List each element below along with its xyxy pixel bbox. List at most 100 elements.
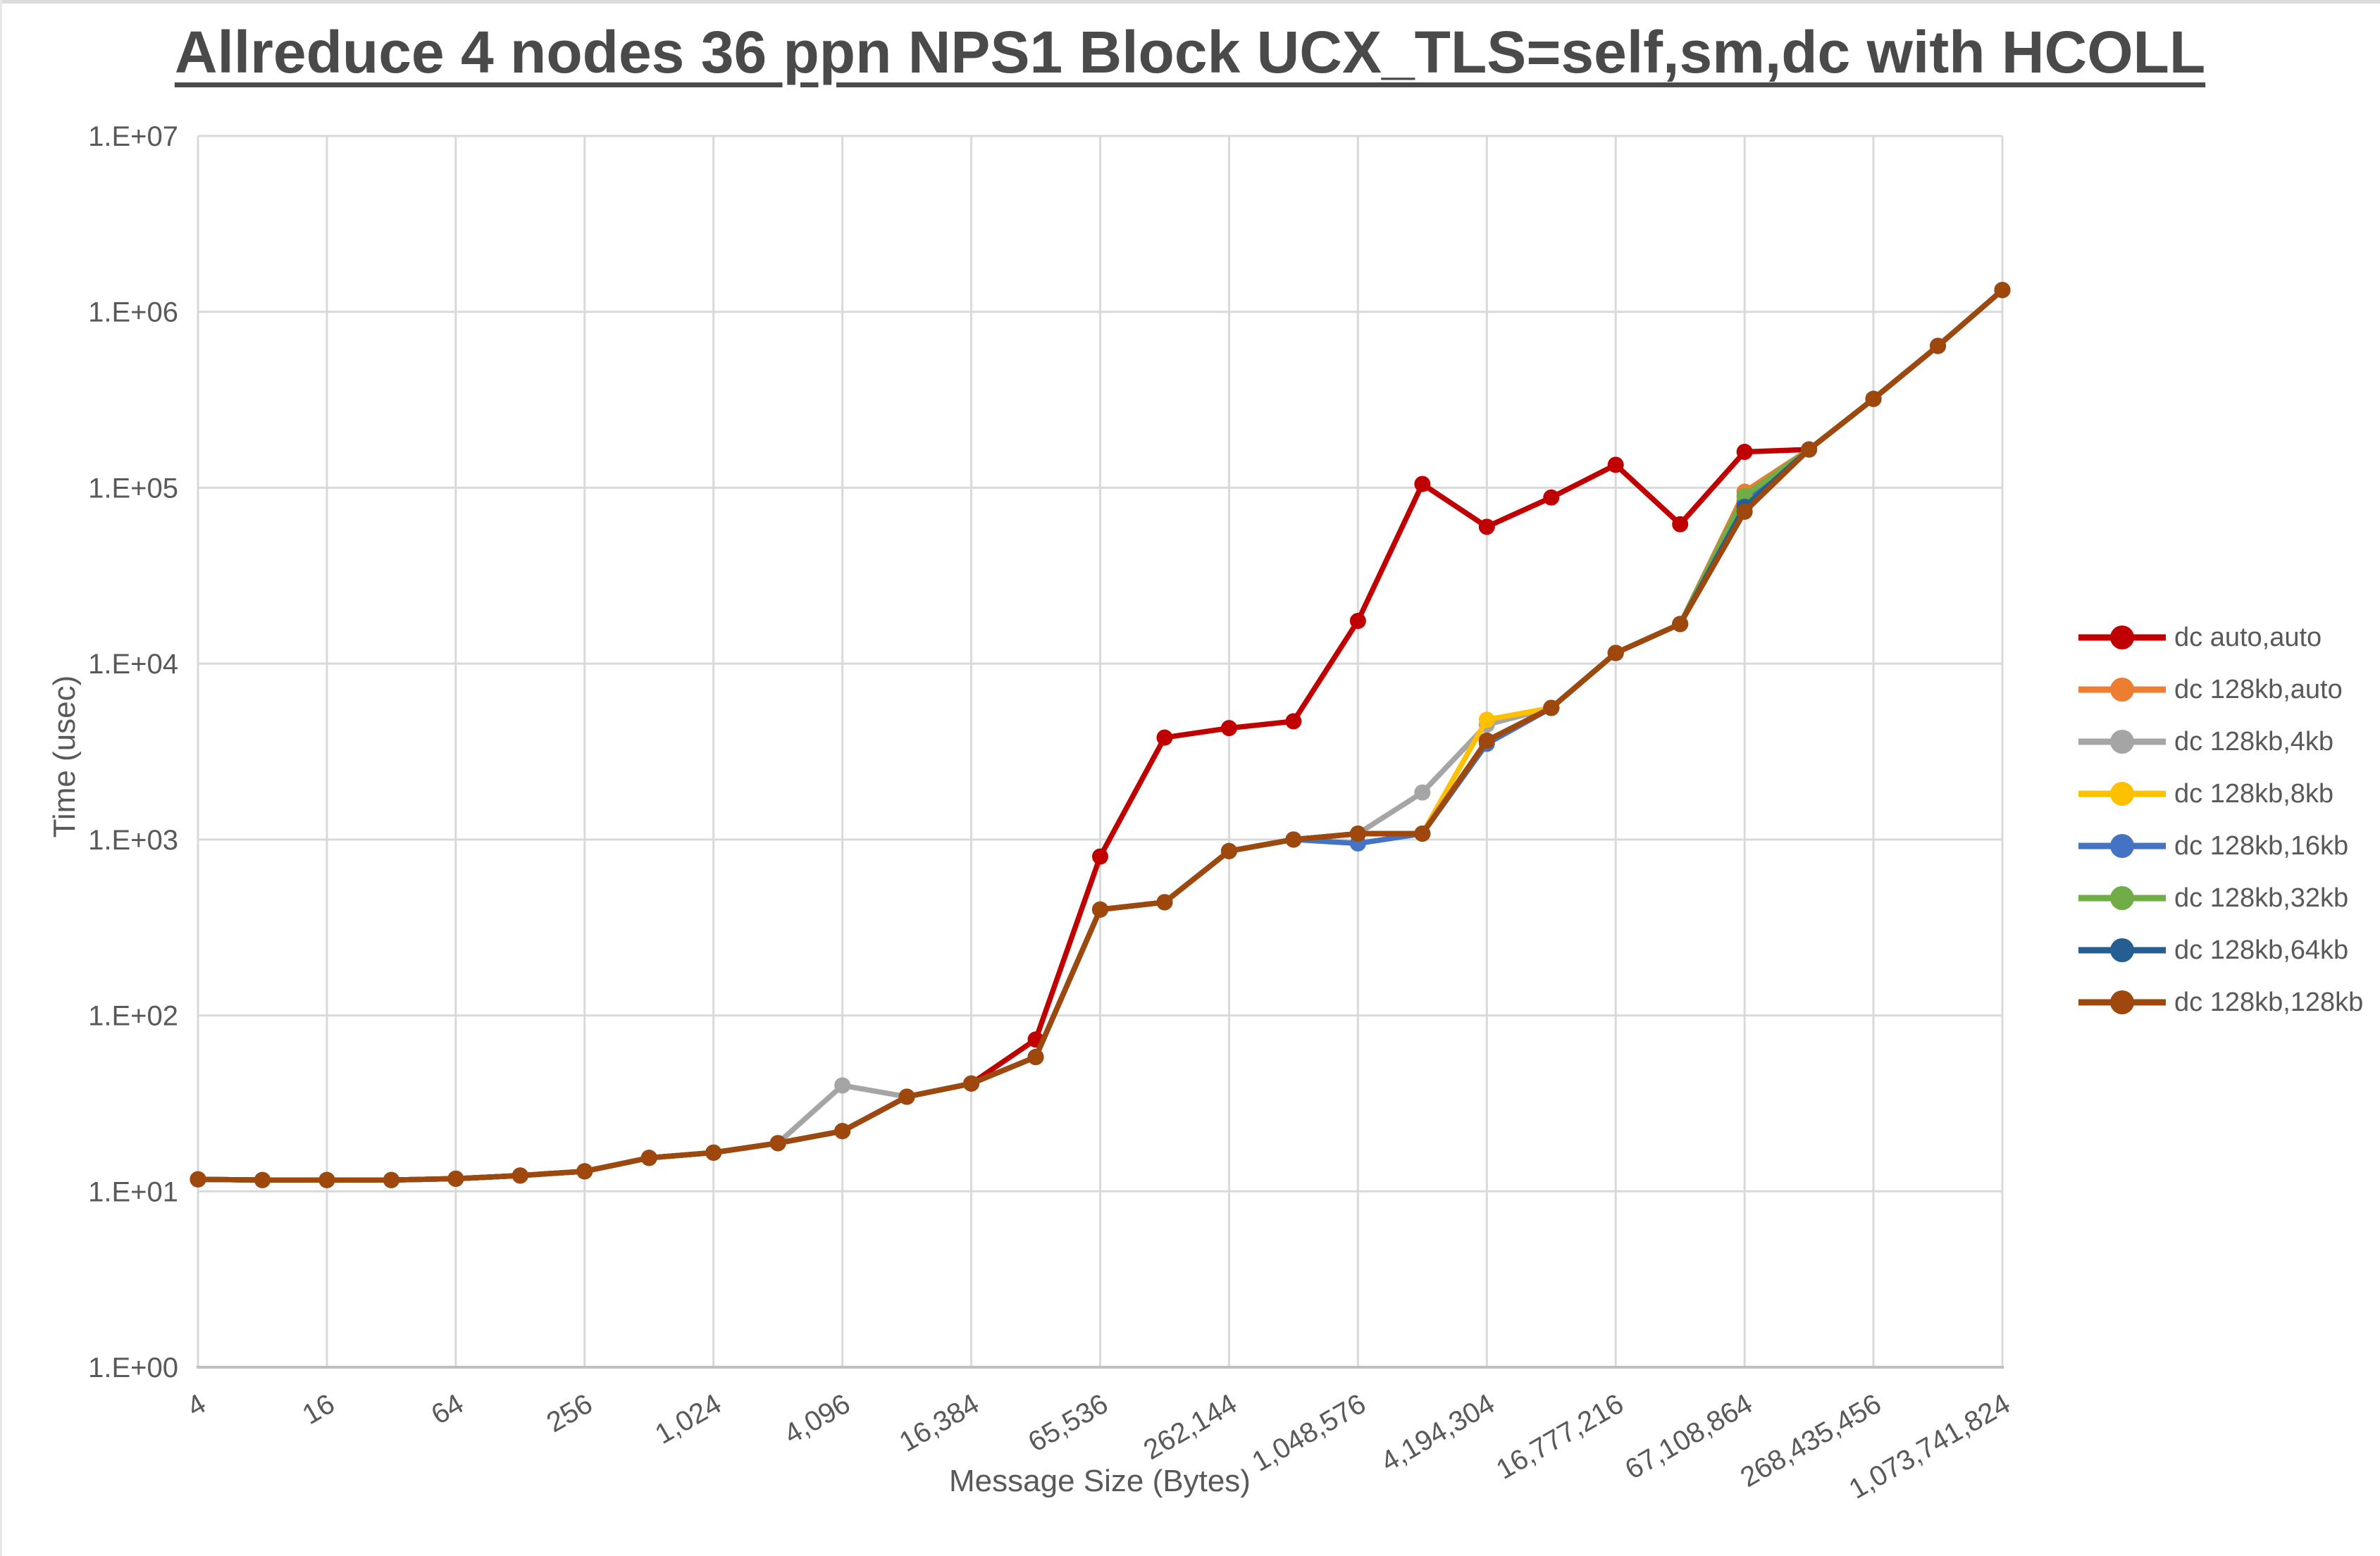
legend-marker-dot bbox=[2110, 938, 2134, 962]
data-point-dc-128kb-128kb bbox=[1478, 732, 1495, 749]
legend-label: dc 128kb,32kb bbox=[2174, 883, 2349, 913]
data-point-dc-128kb-128kb bbox=[447, 1170, 464, 1187]
data-point-dc-128kb-128kb bbox=[1930, 337, 1947, 354]
data-point-dc-128kb-128kb bbox=[1865, 390, 1882, 407]
legend-marker-icon bbox=[2078, 782, 2166, 806]
data-point-dc-128kb-8kb bbox=[1478, 711, 1495, 728]
x-tick-label: 67,108,864 bbox=[1620, 1388, 1757, 1486]
y-tick-label: 1.E+04 bbox=[88, 649, 178, 680]
legend-marker-icon bbox=[2078, 938, 2166, 962]
data-point-dc-128kb-128kb bbox=[383, 1171, 399, 1188]
x-tick-label: 4,096 bbox=[779, 1388, 855, 1450]
legend-marker-dot bbox=[2110, 886, 2134, 910]
data-point-dc-128kb-128kb bbox=[318, 1171, 335, 1188]
data-point-dc-128kb-128kb bbox=[1220, 842, 1237, 859]
data-point-dc-128kb-128kb bbox=[1285, 831, 1302, 848]
legend: dc auto,auto dc 128kb,auto dc 128kb,4kb dc … bbox=[2077, 611, 2363, 1028]
data-point-dc-auto-auto bbox=[1156, 729, 1173, 746]
data-point-dc-128kb-128kb bbox=[1736, 504, 1753, 521]
legend-label: dc 128kb,128kb bbox=[2174, 987, 2364, 1017]
legend-marker-icon bbox=[2078, 834, 2166, 858]
data-point-dc-128kb-128kb bbox=[769, 1135, 786, 1152]
data-point-dc-128kb-128kb bbox=[1156, 894, 1173, 911]
legend-item-dc-128kb-8kb: dc 128kb,8kb bbox=[2077, 768, 2363, 820]
x-tick-label: 4 bbox=[182, 1388, 211, 1423]
data-point-dc-auto-auto bbox=[1607, 456, 1624, 473]
legend-item-dc-128kb-64kb: dc 128kb,64kb bbox=[2077, 924, 2363, 976]
legend-item-dc-128kb-4kb: dc 128kb,4kb bbox=[2077, 716, 2363, 768]
data-point-dc-auto-auto bbox=[1092, 848, 1108, 865]
data-point-dc-128kb-128kb bbox=[640, 1150, 657, 1166]
window-top-border bbox=[0, 0, 2380, 4]
y-tick-label: 1.E+02 bbox=[88, 1001, 178, 1032]
legend-marker-dot bbox=[2110, 782, 2134, 806]
legend-label: dc 128kb,4kb bbox=[2174, 726, 2334, 757]
data-point-dc-128kb-128kb bbox=[1801, 441, 1818, 458]
data-point-dc-128kb-128kb bbox=[1672, 616, 1689, 633]
data-point-dc-128kb-128kb bbox=[576, 1163, 593, 1180]
window-left-border bbox=[0, 0, 2, 1556]
legend-marker-icon bbox=[2078, 886, 2166, 910]
data-point-dc-auto-auto bbox=[1478, 518, 1495, 535]
y-tick-label: 1.E+05 bbox=[88, 473, 178, 504]
data-point-dc-128kb-128kb bbox=[1543, 699, 1560, 716]
legend-marker-icon bbox=[2078, 730, 2166, 754]
data-point-dc-128kb-128kb bbox=[705, 1144, 722, 1161]
data-point-dc-128kb-128kb bbox=[1994, 282, 2011, 299]
legend-label: dc 128kb,auto bbox=[2174, 674, 2343, 704]
x-tick-label: 1,048,576 bbox=[1247, 1388, 1371, 1478]
x-tick-label: 64 bbox=[426, 1388, 469, 1431]
data-point-dc-auto-auto bbox=[1736, 443, 1753, 460]
y-axis-title: Time (usec) bbox=[47, 675, 82, 838]
legend-label: dc 128kb,16kb bbox=[2174, 830, 2349, 861]
data-point-dc-auto-auto bbox=[1285, 713, 1302, 730]
legend-item-dc-auto-auto: dc auto,auto bbox=[2077, 611, 2363, 664]
data-point-dc-auto-auto bbox=[1672, 516, 1689, 533]
data-point-dc-128kb-128kb bbox=[1607, 645, 1624, 661]
y-tick-label: 1.E+01 bbox=[88, 1176, 178, 1207]
data-point-dc-auto-auto bbox=[1414, 475, 1431, 492]
data-point-dc-128kb-128kb bbox=[898, 1088, 915, 1105]
data-point-dc-128kb-4kb bbox=[834, 1077, 851, 1094]
data-point-dc-128kb-128kb bbox=[190, 1171, 206, 1188]
x-tick-label: 262,144 bbox=[1139, 1388, 1242, 1466]
legend-marker-dot bbox=[2110, 678, 2134, 702]
legend-marker-icon bbox=[2078, 990, 2166, 1014]
x-tick-label: 4,194,304 bbox=[1376, 1388, 1500, 1478]
data-point-dc-128kb-128kb bbox=[254, 1171, 271, 1188]
x-tick-label: 16 bbox=[297, 1388, 340, 1431]
x-tick-label: 16,384 bbox=[894, 1388, 984, 1458]
data-point-dc-128kb-128kb bbox=[963, 1075, 980, 1092]
x-tick-label: 1,024 bbox=[650, 1388, 727, 1450]
x-tick-label: 65,536 bbox=[1023, 1388, 1113, 1458]
y-tick-label: 1.E+06 bbox=[88, 297, 178, 328]
data-point-dc-128kb-128kb bbox=[1027, 1049, 1044, 1066]
legend-marker-dot bbox=[2110, 730, 2134, 754]
data-point-dc-auto-auto bbox=[1349, 612, 1366, 629]
data-point-dc-auto-auto bbox=[1543, 489, 1560, 506]
data-point-dc-128kb-128kb bbox=[834, 1123, 851, 1140]
legend-item-dc-128kb-auto: dc 128kb,auto bbox=[2077, 664, 2363, 716]
legend-item-dc-128kb-128kb: dc 128kb,128kb bbox=[2077, 976, 2363, 1028]
data-point-dc-128kb-4kb bbox=[1414, 784, 1431, 801]
data-point-dc-128kb-128kb bbox=[1092, 901, 1108, 918]
x-tick-label: 256 bbox=[541, 1388, 597, 1438]
x-axis-title: Message Size (Bytes) bbox=[949, 1464, 1251, 1498]
legend-marker-dot bbox=[2110, 990, 2134, 1014]
legend-item-dc-128kb-16kb: dc 128kb,16kb bbox=[2077, 820, 2363, 872]
y-tick-label: 1.E+07 bbox=[88, 121, 178, 152]
data-point-dc-128kb-128kb bbox=[1414, 826, 1431, 842]
legend-label: dc 128kb,64kb bbox=[2174, 935, 2349, 965]
data-point-dc-128kb-128kb bbox=[1349, 826, 1366, 842]
y-tick-label: 1.E+03 bbox=[88, 825, 178, 856]
legend-label: dc 128kb,8kb bbox=[2174, 778, 2334, 809]
legend-marker-icon bbox=[2078, 625, 2166, 649]
legend-item-dc-128kb-32kb: dc 128kb,32kb bbox=[2077, 872, 2363, 924]
chart-title: Allreduce 4 nodes 36 ppn NPS1 Block UCX_… bbox=[174, 19, 2206, 85]
x-tick-label: 16,777,216 bbox=[1491, 1388, 1628, 1486]
legend-marker-dot bbox=[2110, 625, 2134, 649]
legend-marker-icon bbox=[2078, 678, 2166, 702]
data-point-dc-128kb-128kb bbox=[512, 1167, 528, 1184]
legend-label: dc auto,auto bbox=[2174, 622, 2322, 652]
